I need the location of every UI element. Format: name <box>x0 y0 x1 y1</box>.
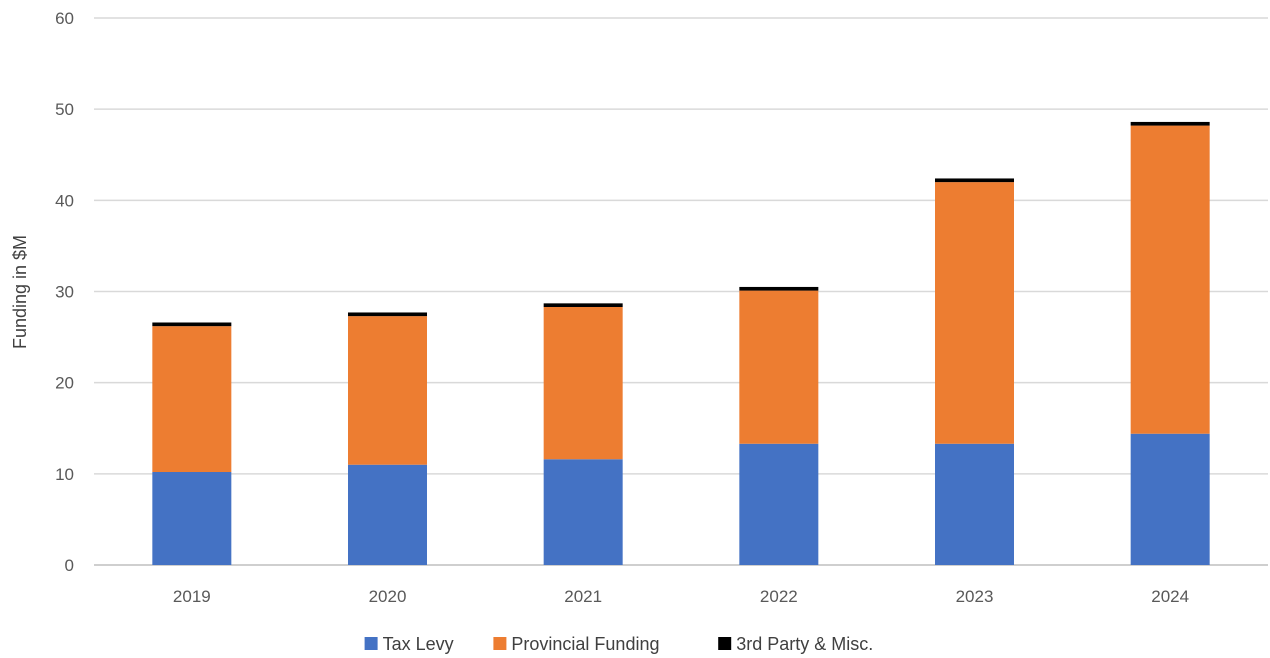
bar-segment <box>152 326 232 473</box>
bar-segment <box>739 290 819 444</box>
y-tick-label: 20 <box>55 374 74 393</box>
y-axis-ticks: 0 10 20 30 40 50 60 <box>55 9 74 575</box>
legend-swatch <box>718 637 732 650</box>
y-tick-label: 10 <box>55 465 74 484</box>
x-tick-label: 2020 <box>369 587 407 606</box>
y-tick-label: 60 <box>55 9 74 28</box>
bar-segment <box>739 286 819 291</box>
legend: Tax Levy Provincial Funding 3rd Party & Mi… <box>364 634 873 654</box>
bar-segment <box>1130 125 1210 434</box>
x-tick-label: 2019 <box>173 587 211 606</box>
x-tick-label: 2021 <box>564 587 602 606</box>
bar-segment <box>1130 121 1210 126</box>
gridlines <box>94 17 1268 566</box>
y-tick-label: 50 <box>55 100 74 119</box>
bar-segment <box>935 443 1014 565</box>
bar-segment <box>1130 433 1210 565</box>
bar-segment <box>543 459 623 565</box>
x-axis-ticks: 2019 2020 2021 2022 2023 2024 <box>173 587 1189 606</box>
bar-segment <box>348 312 427 317</box>
legend-label: Provincial Funding <box>511 634 659 654</box>
y-tick-label: 40 <box>55 191 74 210</box>
y-axis-title: Funding in $M <box>10 235 30 349</box>
bar-segment <box>543 303 623 307</box>
y-tick-label: 30 <box>55 283 74 302</box>
legend-swatch <box>364 637 378 650</box>
bars <box>152 121 1210 565</box>
bar-segment <box>739 443 819 565</box>
legend-label: Tax Levy <box>383 634 454 654</box>
y-tick-label: 0 <box>65 556 74 575</box>
legend-swatch <box>493 637 507 650</box>
bar-segment <box>152 322 232 327</box>
bar-segment <box>543 306 623 460</box>
bar-segment <box>935 182 1014 444</box>
x-tick-label: 2022 <box>760 587 798 606</box>
x-tick-label: 2024 <box>1151 587 1189 606</box>
bar-segment <box>348 316 427 465</box>
bar-segment <box>935 178 1014 183</box>
x-tick-label: 2023 <box>956 587 994 606</box>
legend-label: 3rd Party & Misc. <box>736 634 873 654</box>
bar-segment <box>348 464 427 565</box>
bar-segment <box>152 472 232 565</box>
